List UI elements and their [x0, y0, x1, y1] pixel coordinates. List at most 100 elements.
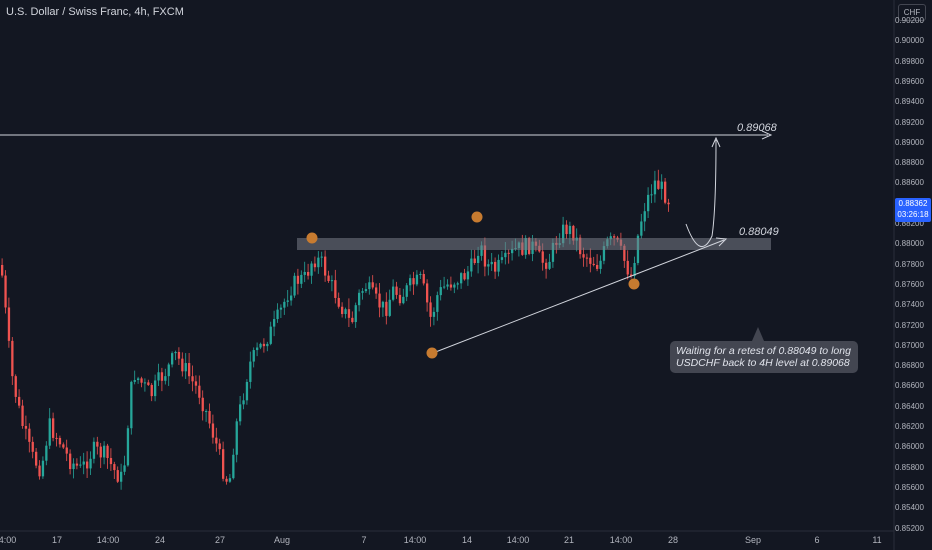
- candle-body: [463, 273, 466, 280]
- candle-body: [177, 351, 181, 359]
- candle-body: [147, 382, 150, 385]
- candle-body: [640, 221, 643, 236]
- candle-body: [351, 317, 354, 323]
- candlesticks: [1, 169, 670, 490]
- candle-body: [194, 381, 198, 386]
- price-axis-label: 0.85600: [895, 482, 924, 492]
- candle-body: [113, 464, 116, 471]
- candle-body: [364, 289, 368, 292]
- candle-body: [160, 372, 164, 381]
- price-axis-label: 0.85200: [895, 523, 924, 533]
- candle-body: [409, 278, 412, 286]
- candle-body: [171, 353, 174, 365]
- chart-title: U.S. Dollar / Swiss Franc, 4h, FXCM: [6, 6, 184, 18]
- candle-body: [218, 443, 221, 450]
- candle-body: [317, 257, 320, 268]
- candle-body: [358, 292, 361, 306]
- candle-body: [31, 441, 34, 452]
- candle-body: [497, 259, 500, 272]
- candle-body: [392, 286, 395, 300]
- projection-arrow-head: [711, 136, 721, 148]
- candle-body: [266, 343, 269, 347]
- candle-body: [599, 260, 602, 269]
- candle-body: [422, 273, 425, 284]
- trendline: [432, 239, 725, 354]
- candle-body: [296, 275, 300, 284]
- candle-body: [347, 309, 351, 318]
- time-axis-label: 14:00: [96, 535, 120, 545]
- resistance-arrow-head: [761, 130, 773, 140]
- candle-body: [174, 351, 177, 354]
- candle-body: [201, 397, 204, 412]
- candle-body: [198, 385, 201, 398]
- candle-body: [361, 291, 364, 293]
- time-axis-label: 14:00: [609, 535, 633, 545]
- candle-body: [259, 343, 262, 348]
- candle-body: [222, 449, 225, 479]
- candle-body: [429, 302, 432, 317]
- candle-body: [653, 180, 657, 195]
- time-axis-label: 28: [667, 535, 679, 545]
- candle-body: [283, 301, 286, 308]
- candle-body: [120, 471, 123, 482]
- price-axis-label: 0.86400: [895, 401, 924, 411]
- price-axis-label: 0.90000: [895, 36, 924, 46]
- candle-body: [130, 381, 133, 429]
- candle-body: [24, 425, 28, 429]
- candle-body: [344, 309, 347, 314]
- candle-body: [568, 225, 572, 235]
- price-axis-label: 0.85400: [895, 503, 924, 513]
- candle-body: [395, 286, 398, 295]
- candle-body: [245, 381, 249, 401]
- candle-body: [269, 326, 272, 344]
- candle-body: [449, 284, 453, 288]
- currency-button[interactable]: CHF: [898, 4, 926, 21]
- top-level-label: 0.89068: [737, 122, 777, 134]
- price-axis-label: 0.89400: [895, 97, 924, 107]
- candle-body: [45, 445, 48, 461]
- candle-body: [239, 404, 242, 422]
- candle-body: [235, 421, 238, 455]
- callout-note: Waiting for a retest of 0.88049 to long …: [670, 341, 858, 373]
- candle-body: [205, 411, 208, 413]
- candle-body: [313, 263, 317, 268]
- price-axis-label: 0.87400: [895, 300, 924, 310]
- time-axis-label: Sep: [744, 535, 762, 545]
- candle-body: [286, 300, 289, 302]
- candle-body: [123, 465, 126, 472]
- candle-body: [300, 274, 303, 284]
- candle-body: [327, 275, 330, 282]
- current-price-value: 0.88362: [898, 199, 928, 208]
- candle-body: [242, 400, 245, 405]
- price-axis-label: 0.89200: [895, 117, 924, 127]
- candle-body: [293, 275, 296, 296]
- price-axis-label: 0.86000: [895, 442, 924, 452]
- candle-body: [225, 478, 228, 482]
- candle-body: [473, 258, 476, 264]
- candle-body: [657, 180, 660, 189]
- candle-body: [72, 463, 75, 470]
- candle-body: [565, 224, 568, 235]
- candle-body: [252, 350, 255, 362]
- swing-marker: [471, 211, 483, 223]
- candle-body: [541, 251, 544, 263]
- candle-body: [232, 454, 235, 479]
- candle-body: [609, 236, 612, 240]
- candle-body: [109, 458, 113, 465]
- candle-body: [38, 465, 41, 477]
- candle-body: [602, 246, 606, 261]
- candle-body: [55, 437, 58, 439]
- time-axis-label: 14: [461, 535, 473, 545]
- candle-body: [650, 194, 653, 196]
- price-axis-label: 0.88600: [895, 178, 924, 188]
- candle-body: [596, 264, 599, 269]
- callout-pointer: [752, 327, 764, 341]
- candle-body: [477, 255, 480, 264]
- candle-body: [1, 265, 4, 276]
- candle-body: [398, 294, 402, 304]
- candle-body: [164, 376, 167, 381]
- time-axis-label: 14:00: [0, 535, 17, 545]
- candle-body: [58, 437, 62, 445]
- candle-body: [69, 453, 72, 470]
